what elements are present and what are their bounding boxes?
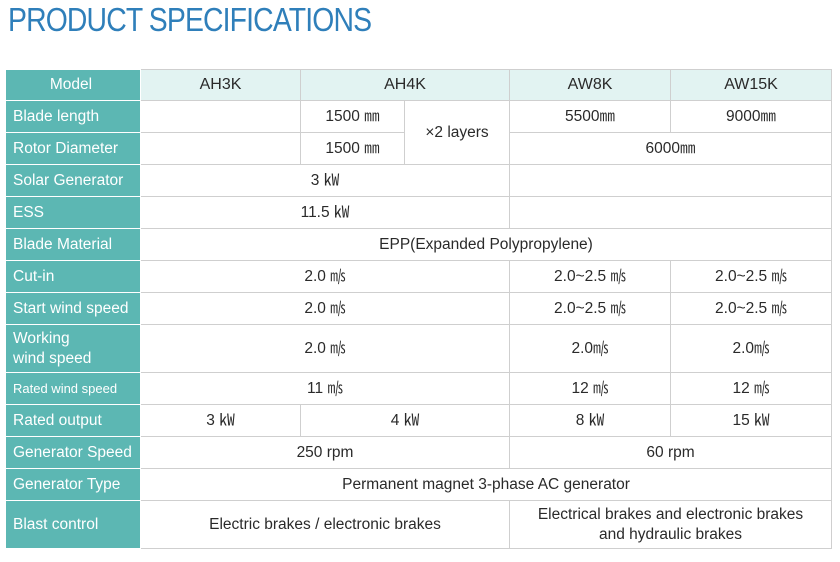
table-row-rotor-diameter: Rotor Diameter 1500 ㎜ 6000㎜ bbox=[5, 132, 833, 165]
table-row-rated-wind-speed: Rated wind speed 11 ㎧ 12 ㎧ 12 ㎧ bbox=[5, 372, 833, 405]
table-row-solar-generator: Solar Generator 3 ㎾ bbox=[5, 164, 833, 197]
cell-rated-output-ah4k: 4 ㎾ bbox=[299, 404, 511, 437]
row-label-working-wind-speed: Working wind speed bbox=[5, 324, 141, 373]
row-label-rotor-diameter: Rotor Diameter bbox=[5, 132, 141, 165]
row-label-rated-output: Rated output bbox=[5, 404, 141, 437]
row-label-cut-in: Cut-in bbox=[5, 260, 141, 293]
row-label-generator-type: Generator Type bbox=[5, 468, 141, 501]
cell-generator-type: Permanent magnet 3-phase AC generator bbox=[139, 468, 833, 501]
cell-blast-control-aw: Electrical brakes and electronic brakes … bbox=[509, 500, 833, 549]
cell-working-wind-speed-aw8k: 2.0㎧ bbox=[509, 324, 672, 373]
cell-working-wind-speed-aw15k: 2.0㎧ bbox=[670, 324, 833, 373]
cell-ess-ah: 11.5 ㎾ bbox=[139, 196, 511, 229]
table-row-start-wind-speed: Start wind speed 2.0 ㎧ 2.0~2.5 ㎧ 2.0~2.5… bbox=[5, 292, 833, 325]
row-label-ess: ESS bbox=[5, 196, 141, 229]
cell-rotor-diameter-aw: 6000㎜ bbox=[509, 132, 833, 165]
cell-ess-aw bbox=[509, 196, 833, 229]
row-label-start-wind-speed: Start wind speed bbox=[5, 292, 141, 325]
row-label-rated-wind-speed: Rated wind speed bbox=[5, 372, 141, 405]
cell-blade-length-aw15k: 9000㎜ bbox=[670, 100, 833, 133]
cell-working-wind-speed-ah: 2.0 ㎧ bbox=[139, 324, 511, 373]
cell-blast-control-ah: Electric brakes / electronic brakes bbox=[139, 500, 511, 549]
cell-solar-generator-ah: 3 ㎾ bbox=[139, 164, 511, 197]
cell-blade-length-aw8k: 5500㎜ bbox=[509, 100, 672, 133]
table-row-generator-speed: Generator Speed 250 rpm 60 rpm bbox=[5, 436, 833, 469]
cell-rotor-diameter-ah3k bbox=[140, 132, 301, 165]
cell-generator-speed-aw: 60 rpm bbox=[509, 436, 833, 469]
cell-rated-wind-speed-ah: 11 ㎧ bbox=[139, 372, 511, 405]
cell-rated-output-ah3k: 3 ㎾ bbox=[140, 404, 301, 437]
page-title: PRODUCT SPECIFICATIONS bbox=[8, 1, 372, 38]
table-row-working-wind-speed: Working wind speed 2.0 ㎧ 2.0㎧ 2.0㎧ bbox=[5, 324, 833, 373]
cell-cut-in-ah: 2.0 ㎧ bbox=[139, 260, 511, 293]
header-model-ah3k: AH3K bbox=[140, 69, 301, 101]
cell-rotor-diameter-ah4k: 1500 ㎜ bbox=[300, 132, 405, 165]
table-row-ess: ESS 11.5 ㎾ bbox=[5, 196, 833, 229]
table-row-blade-material: Blade Material EPP(Expanded Polypropylen… bbox=[5, 228, 833, 261]
cell-layers: ×2 layers bbox=[403, 100, 511, 165]
cell-solar-generator-aw bbox=[509, 164, 833, 197]
cell-rated-output-aw15k: 15 ㎾ bbox=[670, 404, 833, 437]
header-model-aw15k: AW15K bbox=[670, 69, 833, 101]
row-label-solar-generator: Solar Generator bbox=[5, 164, 141, 197]
cell-start-wind-speed-aw15k: 2.0~2.5 ㎧ bbox=[670, 292, 833, 325]
table-header-row: Model AH3K AH4K AW8K AW15K bbox=[5, 69, 833, 101]
cell-rated-output-aw8k: 8 ㎾ bbox=[509, 404, 672, 437]
cell-blade-length-ah4k: 1500 ㎜ bbox=[300, 100, 405, 133]
cell-generator-speed-ah: 250 rpm bbox=[139, 436, 511, 469]
header-model-label: Model bbox=[5, 69, 141, 101]
row-label-blade-material: Blade Material bbox=[5, 228, 141, 261]
cell-blade-material: EPP(Expanded Polypropylene) bbox=[139, 228, 833, 261]
row-label-generator-speed: Generator Speed bbox=[5, 436, 141, 469]
cell-cut-in-aw15k: 2.0~2.5 ㎧ bbox=[670, 260, 833, 293]
table-row-blade-length: Blade length 1500 ㎜ ×2 layers 5500㎜ 9000… bbox=[5, 100, 833, 165]
cell-rated-wind-speed-aw15k: 12 ㎧ bbox=[670, 372, 833, 405]
table-row-rated-output: Rated output 3 ㎾ 4 ㎾ 8 ㎾ 15 ㎾ bbox=[5, 404, 833, 437]
spec-table: Model AH3K AH4K AW8K AW15K Blade length … bbox=[5, 69, 833, 549]
header-model-ah4k: AH4K bbox=[299, 69, 511, 101]
row-label-blade-length: Blade length bbox=[5, 100, 141, 133]
cell-rated-wind-speed-aw8k: 12 ㎧ bbox=[509, 372, 672, 405]
header-model-aw8k: AW8K bbox=[509, 69, 672, 101]
cell-blade-length-ah3k bbox=[140, 100, 301, 133]
cell-start-wind-speed-ah: 2.0 ㎧ bbox=[139, 292, 511, 325]
table-row-generator-type: Generator Type Permanent magnet 3-phase … bbox=[5, 468, 833, 501]
table-row-cut-in: Cut-in 2.0 ㎧ 2.0~2.5 ㎧ 2.0~2.5 ㎧ bbox=[5, 260, 833, 293]
table-row-blast-control: Blast control Electric brakes / electron… bbox=[5, 500, 833, 549]
row-label-blast-control: Blast control bbox=[5, 500, 141, 549]
cell-start-wind-speed-aw8k: 2.0~2.5 ㎧ bbox=[509, 292, 672, 325]
cell-cut-in-aw8k: 2.0~2.5 ㎧ bbox=[509, 260, 672, 293]
